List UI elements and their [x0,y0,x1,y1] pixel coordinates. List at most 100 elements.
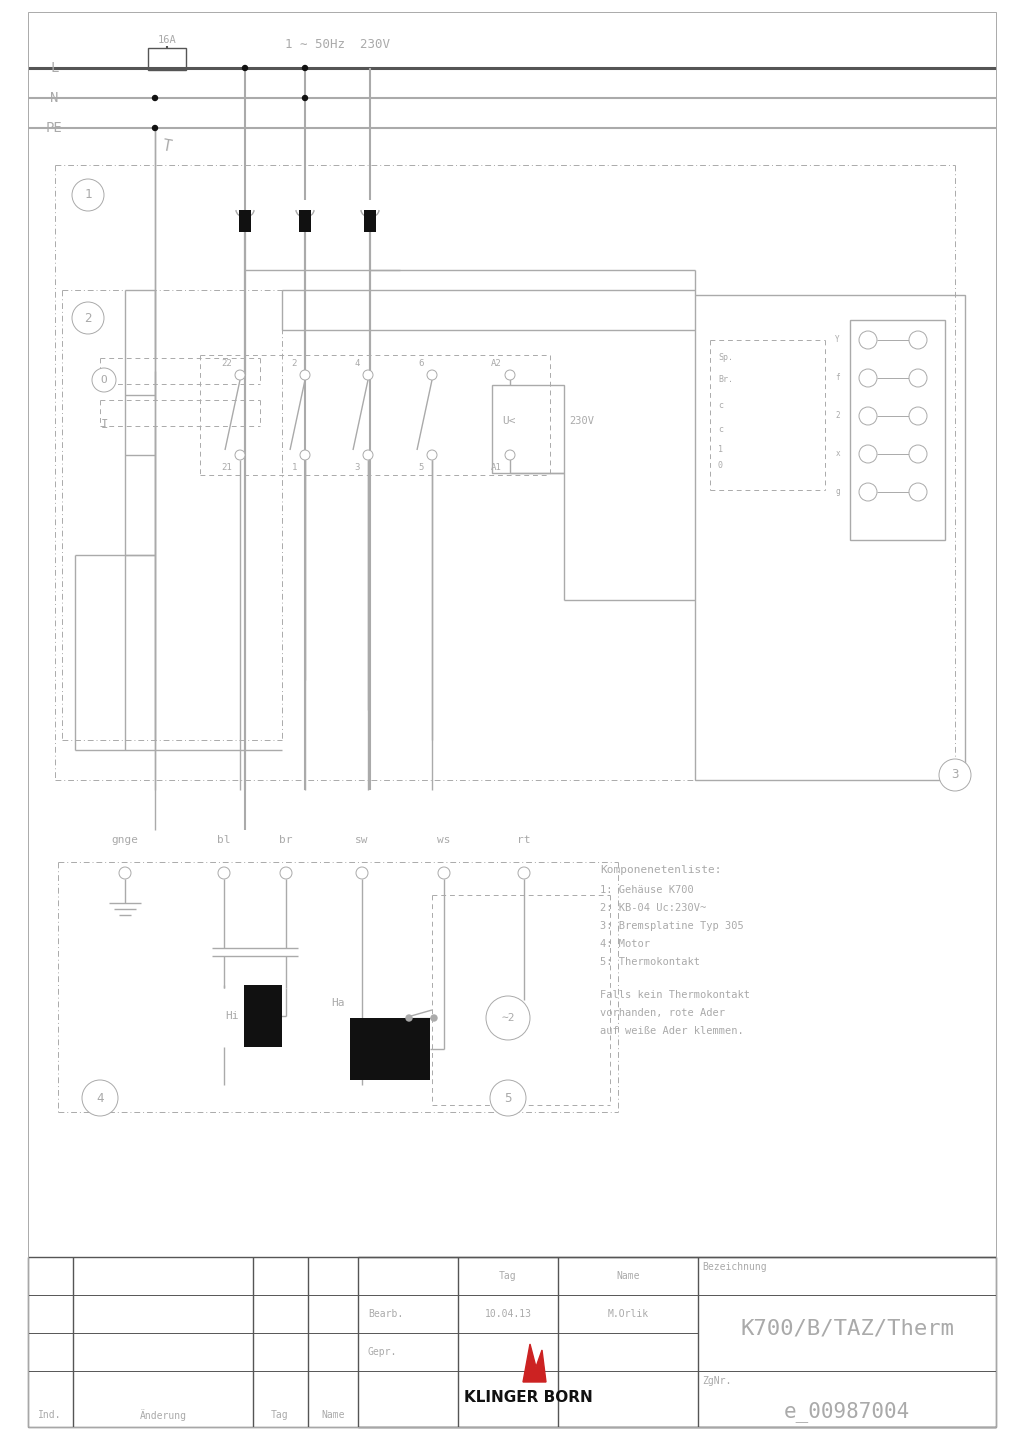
Circle shape [431,1014,437,1022]
Text: ∼2: ∼2 [502,1013,515,1023]
Circle shape [362,369,373,380]
Text: 2: 2 [292,358,297,368]
Circle shape [909,483,927,501]
Text: br: br [280,835,293,845]
Circle shape [234,451,245,459]
Text: e_00987004: e_00987004 [784,1401,910,1423]
Circle shape [909,330,927,349]
Text: Name: Name [322,1410,345,1420]
Text: Tag: Tag [271,1410,289,1420]
Text: T: T [161,138,173,154]
Text: A1: A1 [492,462,502,471]
Circle shape [427,451,437,459]
Circle shape [490,1080,526,1116]
Text: L: L [50,61,58,75]
Circle shape [280,867,292,880]
Text: 3: 3 [951,768,958,781]
Circle shape [859,445,877,464]
Text: 3: Bremsplatine Typ 305: 3: Bremsplatine Typ 305 [600,922,743,932]
Circle shape [243,65,248,71]
Text: 3: 3 [354,462,360,471]
Text: Tag: Tag [499,1271,517,1281]
Text: 5: 5 [419,462,424,471]
Text: Bezeichnung: Bezeichnung [702,1262,767,1272]
Text: 21: 21 [221,462,232,471]
Text: 1: 1 [718,445,723,455]
Bar [492,385,564,472]
Circle shape [234,369,245,380]
Circle shape [406,1014,412,1022]
Circle shape [909,369,927,387]
Text: 1: 1 [292,462,297,471]
Text: 0: 0 [718,461,723,469]
Bar [364,210,376,232]
Text: 16A: 16A [158,35,176,45]
Text: PE: PE [46,122,62,135]
Circle shape [119,867,131,880]
Circle shape [518,867,530,880]
Text: x: x [836,449,840,458]
Circle shape [505,451,515,459]
Circle shape [72,180,104,212]
Circle shape [72,301,104,335]
Circle shape [859,330,877,349]
Circle shape [82,1080,118,1116]
Bar [148,48,186,70]
Circle shape [92,368,116,393]
Text: A2: A2 [492,358,502,368]
Circle shape [153,126,158,130]
Circle shape [909,445,927,464]
Circle shape [302,96,307,100]
Text: Bearb.: Bearb. [368,1308,403,1319]
Text: 10.04.13: 10.04.13 [484,1308,531,1319]
Text: ws: ws [437,835,451,845]
Text: 4: Motor: 4: Motor [600,939,650,949]
Text: 4: 4 [96,1091,103,1104]
Text: vorhanden, rote Ader: vorhanden, rote Ader [600,1009,725,1019]
Text: 2: 2 [836,412,840,420]
Text: Komponenetenliste:: Komponenetenliste: [600,865,722,875]
Text: Änderung: Änderung [139,1408,186,1421]
Text: f: f [836,374,840,383]
Text: Sp.: Sp. [718,354,733,362]
Text: ZgNr.: ZgNr. [702,1377,731,1387]
Text: bl: bl [217,835,230,845]
Text: M.Orlik: M.Orlik [607,1308,648,1319]
Text: Name: Name [616,1271,640,1281]
Text: 230V: 230V [569,416,594,426]
Text: Gepr.: Gepr. [368,1348,397,1358]
Circle shape [153,96,158,100]
Text: I: I [100,419,108,432]
Text: Y: Y [836,336,840,345]
Text: N: N [50,91,58,104]
Text: 2: 2 [84,312,92,325]
Circle shape [427,369,437,380]
Circle shape [300,369,310,380]
Circle shape [505,369,515,380]
Text: 4: 4 [354,358,360,368]
Text: c: c [718,426,723,435]
Text: 5: Thermokontakt: 5: Thermokontakt [600,956,700,966]
Circle shape [302,65,307,71]
Text: Br.: Br. [718,375,733,384]
Text: K700/B/TAZ/Therm: K700/B/TAZ/Therm [740,1319,954,1339]
Circle shape [859,369,877,387]
Text: rt: rt [517,835,530,845]
Bar [239,210,251,232]
Circle shape [362,451,373,459]
Text: 2: KB-04 Uc:230V~: 2: KB-04 Uc:230V~ [600,903,707,913]
Text: KLINGER BORN: KLINGER BORN [464,1390,592,1404]
Text: auf weiße Ader klemmen.: auf weiße Ader klemmen. [600,1026,743,1036]
Bar [695,296,965,780]
Text: g: g [836,487,840,497]
Circle shape [909,407,927,425]
Text: 6: 6 [419,358,424,368]
Text: Ind.: Ind. [38,1410,61,1420]
Text: U<: U< [502,416,515,426]
Text: 1: Gehäuse K700: 1: Gehäuse K700 [600,885,693,895]
Bar [850,320,945,540]
Text: 5: 5 [504,1091,512,1104]
Circle shape [859,407,877,425]
Bar [244,985,282,1048]
Text: gnge: gnge [112,835,138,845]
